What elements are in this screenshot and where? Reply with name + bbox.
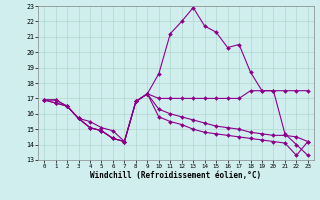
- X-axis label: Windchill (Refroidissement éolien,°C): Windchill (Refroidissement éolien,°C): [91, 171, 261, 180]
